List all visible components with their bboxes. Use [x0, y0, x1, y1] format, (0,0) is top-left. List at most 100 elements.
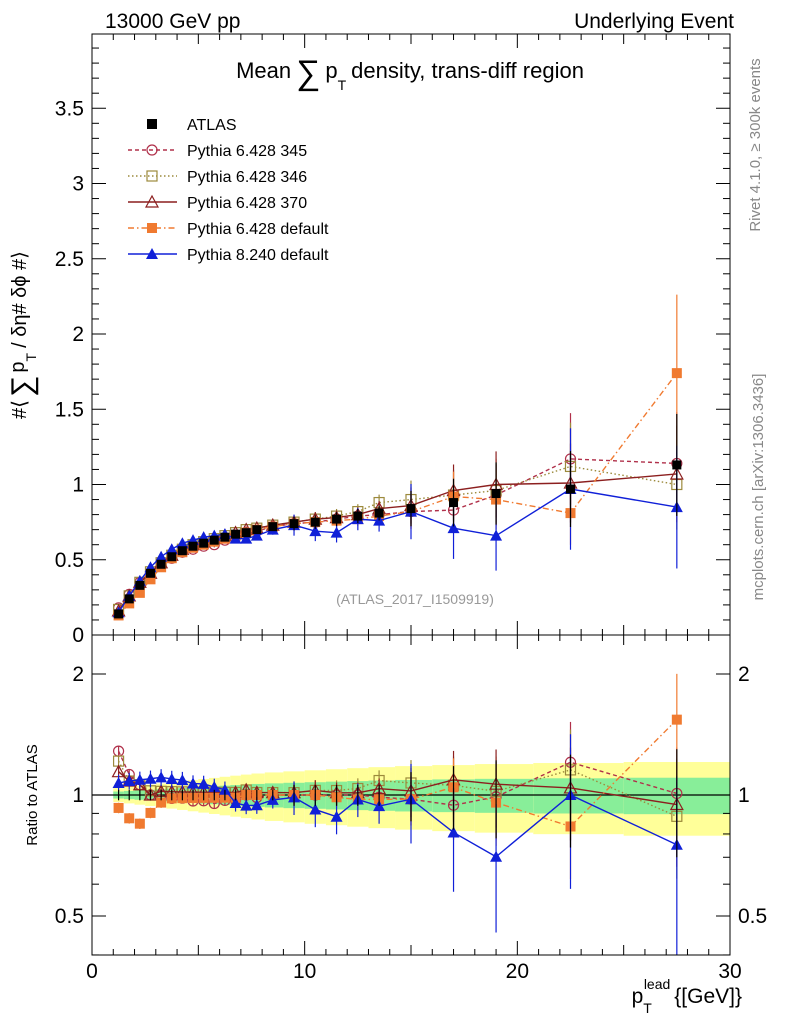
ratio-data-point: [250, 799, 263, 811]
y-tick-label: 3.5: [55, 97, 84, 120]
data-point: [165, 543, 178, 555]
data-point: [135, 580, 145, 590]
header-left: 13000 GeV pp: [105, 10, 240, 33]
data-point: [671, 368, 682, 379]
ratio-y-tick-label: 2: [72, 663, 84, 686]
ratio-data-point: [208, 780, 221, 792]
ratio-data-point: [123, 775, 136, 787]
header-right: Underlying Event: [574, 10, 734, 33]
ratio-y-axis-label: Ratio to ATLAS: [24, 744, 41, 845]
data-point: [209, 535, 219, 545]
ratio-data-point: [165, 772, 178, 784]
ratio-data-point: [156, 797, 167, 808]
data-point: [672, 460, 682, 470]
legend-label: Pythia 8.240 default: [187, 247, 329, 264]
ratio-data-point: [218, 783, 231, 795]
data-point: [114, 609, 124, 619]
y-tick-label: 1: [72, 474, 84, 497]
legend-label: ATLAS: [187, 117, 237, 134]
data-point: [156, 559, 166, 569]
legend-entry-3: Pythia 6.428 370: [128, 194, 307, 212]
data-point: [240, 532, 253, 544]
series-5: [112, 428, 683, 618]
legend-marker: [147, 119, 157, 129]
ratio-data-point: [187, 777, 200, 789]
data-point: [310, 517, 320, 527]
legend-entry-5: Pythia 8.240 default: [128, 247, 329, 264]
ratio-data-point: [176, 774, 189, 786]
x-axis-label: pTlead{[GeV]}: [632, 976, 742, 1016]
x-tick-label: 0: [86, 960, 98, 983]
legend-label: Pythia 6.428 345: [187, 143, 307, 160]
legend-marker: [147, 223, 157, 233]
data-point: [177, 546, 187, 556]
ratio-series-0: [117, 749, 678, 858]
data-point: [252, 525, 262, 535]
data-point: [289, 519, 299, 529]
legend-entry-4: Pythia 6.428 default: [128, 221, 329, 238]
ratio-y-tick-label: 1: [738, 784, 750, 807]
y-tick-label: 1.5: [55, 398, 84, 421]
ratio-y-tick-label: 0.5: [738, 905, 767, 928]
data-point: [155, 550, 168, 562]
legend-marker: [144, 194, 160, 208]
legend: ATLAS Pythia 6.428 345 Pythia 6.428 346 Pyt…: [128, 117, 329, 264]
x-tick-label: 10: [293, 960, 316, 983]
mcplots-label: mcplots.cern.ch [arXiv:1306.3436]: [750, 374, 767, 601]
legend-entry-1: Pythia 6.428 345: [128, 143, 307, 160]
ratio-data-point: [447, 826, 460, 838]
data-point: [491, 489, 501, 499]
legend-label: Pythia 6.428 default: [187, 221, 329, 238]
data-point: [268, 522, 278, 532]
chart-title: Mean ∑ pTdensity, trans-diff region: [236, 54, 584, 93]
series-1: [112, 411, 683, 614]
data-point: [449, 498, 459, 508]
legend-label: Pythia 6.428 370: [187, 195, 307, 212]
y-axis-label: #⟨∑pT/ δη# δϕ #⟩: [6, 251, 39, 419]
ratio-frame: [91, 634, 731, 956]
x-tick-label: 20: [506, 960, 529, 983]
ratio-data-point: [330, 810, 343, 822]
ratio-band-stat: [533, 778, 624, 814]
series-line: [118, 372, 678, 616]
data-point: [145, 568, 155, 578]
data-point: [231, 529, 241, 539]
series-4: [113, 294, 682, 621]
ratio-y-tick-label: 2: [738, 663, 750, 686]
data-point: [167, 552, 177, 562]
ratio-data-point: [490, 850, 503, 862]
y-tick-label: 2: [72, 323, 84, 346]
legend-entry-2: Pythia 6.428 346: [128, 169, 307, 186]
ratio-data-point: [133, 773, 146, 785]
x-tick-label: 30: [718, 960, 741, 983]
legend-marker: [146, 144, 158, 156]
main-plot: [111, 294, 684, 621]
ratio-data-point: [113, 802, 124, 813]
ratio-data-point: [112, 776, 125, 788]
ratio-data-point: [240, 799, 253, 811]
data-point: [490, 529, 503, 541]
legend-entry-0: ATLAS: [147, 117, 237, 134]
data-point: [566, 484, 575, 494]
data-point: [124, 598, 135, 609]
ratio-data-point: [134, 818, 145, 829]
ratio-data-point: [144, 772, 157, 784]
analysis-watermark: (ATLAS_2017_I1509919): [336, 591, 494, 607]
series-0: [114, 413, 682, 619]
data-point: [241, 528, 251, 538]
data-point: [374, 508, 384, 518]
axes: 0 10 20 30 0 0.5 1 1.5 2 2.5 3 3.5 0.5 0.5 1 1 2 2: [55, 34, 767, 983]
data-point: [188, 541, 198, 551]
ratio-data-point: [671, 714, 682, 725]
data-point: [330, 526, 343, 538]
ratio-data-point: [124, 813, 135, 824]
y-tick-label: 3: [72, 173, 84, 196]
ratio-data-point: [309, 803, 322, 815]
data-point: [134, 587, 145, 598]
data-point: [145, 574, 156, 585]
ratio-y-tick-label: 1: [72, 784, 84, 807]
y-tick-label: 0: [72, 624, 84, 647]
series-3: [111, 425, 684, 617]
data-point: [332, 514, 342, 524]
